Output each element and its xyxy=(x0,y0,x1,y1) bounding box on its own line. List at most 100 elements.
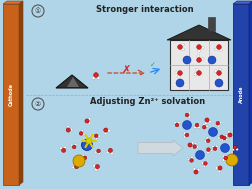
Circle shape xyxy=(81,158,83,160)
Circle shape xyxy=(217,71,221,75)
Circle shape xyxy=(174,122,176,124)
Circle shape xyxy=(184,132,186,134)
Circle shape xyxy=(196,150,205,160)
Circle shape xyxy=(210,149,212,152)
Circle shape xyxy=(232,149,234,151)
Polygon shape xyxy=(19,1,23,185)
Circle shape xyxy=(197,55,200,58)
Text: ①: ① xyxy=(35,8,41,14)
Circle shape xyxy=(198,49,200,52)
Polygon shape xyxy=(167,25,231,40)
Circle shape xyxy=(81,129,83,132)
Circle shape xyxy=(193,168,196,170)
Circle shape xyxy=(83,156,87,160)
Text: ✗: ✗ xyxy=(121,65,131,75)
Circle shape xyxy=(217,45,221,49)
Circle shape xyxy=(67,125,70,128)
Circle shape xyxy=(95,165,100,169)
Circle shape xyxy=(190,159,193,162)
Circle shape xyxy=(83,133,85,135)
Circle shape xyxy=(97,77,100,79)
Circle shape xyxy=(181,48,184,51)
Circle shape xyxy=(207,148,210,151)
Circle shape xyxy=(226,139,228,141)
Text: Adjusting Zn²⁺ solvation: Adjusting Zn²⁺ solvation xyxy=(90,98,206,106)
Circle shape xyxy=(178,122,180,124)
Circle shape xyxy=(95,151,97,153)
Circle shape xyxy=(85,119,89,123)
Circle shape xyxy=(175,123,179,127)
Circle shape xyxy=(215,167,218,169)
Circle shape xyxy=(222,155,225,157)
Circle shape xyxy=(188,116,191,118)
Circle shape xyxy=(72,145,76,149)
Circle shape xyxy=(191,142,194,144)
Circle shape xyxy=(177,75,180,78)
Polygon shape xyxy=(233,1,252,4)
Circle shape xyxy=(178,45,182,49)
Circle shape xyxy=(191,146,194,149)
Circle shape xyxy=(216,145,218,147)
Text: ✓: ✓ xyxy=(150,62,156,68)
Circle shape xyxy=(176,79,184,87)
Polygon shape xyxy=(67,77,79,87)
Circle shape xyxy=(212,146,214,148)
Circle shape xyxy=(213,147,217,150)
Circle shape xyxy=(185,113,189,117)
Circle shape xyxy=(204,140,206,143)
Circle shape xyxy=(220,135,224,139)
Circle shape xyxy=(185,133,189,137)
Circle shape xyxy=(203,123,205,125)
Circle shape xyxy=(75,143,77,146)
Circle shape xyxy=(178,71,182,75)
Circle shape xyxy=(208,128,217,136)
Circle shape xyxy=(188,112,191,114)
Circle shape xyxy=(216,121,219,125)
Circle shape xyxy=(184,136,186,138)
Circle shape xyxy=(196,68,199,71)
Circle shape xyxy=(219,122,222,124)
Circle shape xyxy=(206,137,208,139)
Circle shape xyxy=(82,154,84,157)
Circle shape xyxy=(223,136,226,140)
Circle shape xyxy=(218,170,221,173)
Circle shape xyxy=(194,143,197,145)
Circle shape xyxy=(74,162,76,165)
Circle shape xyxy=(194,170,198,174)
Circle shape xyxy=(106,151,109,154)
Circle shape xyxy=(194,126,196,128)
Polygon shape xyxy=(233,4,249,185)
Circle shape xyxy=(111,152,113,155)
Circle shape xyxy=(223,159,225,161)
Circle shape xyxy=(104,128,108,132)
Circle shape xyxy=(226,154,238,166)
Circle shape xyxy=(218,166,222,170)
Circle shape xyxy=(60,147,62,149)
Polygon shape xyxy=(3,4,19,185)
Circle shape xyxy=(202,125,206,129)
Circle shape xyxy=(228,133,232,137)
Text: Stronger interaction: Stronger interaction xyxy=(96,5,194,15)
Circle shape xyxy=(61,148,66,152)
Circle shape xyxy=(197,71,201,75)
Circle shape xyxy=(181,43,184,46)
Circle shape xyxy=(218,137,220,139)
Circle shape xyxy=(195,123,199,127)
Circle shape xyxy=(201,46,204,49)
Circle shape xyxy=(201,57,204,60)
Circle shape xyxy=(194,73,197,76)
Bar xyxy=(170,40,228,90)
Circle shape xyxy=(70,128,73,131)
Circle shape xyxy=(95,168,97,171)
Circle shape xyxy=(71,144,73,146)
Circle shape xyxy=(224,156,228,160)
Circle shape xyxy=(204,162,207,165)
Circle shape xyxy=(183,56,191,64)
Circle shape xyxy=(86,138,92,144)
Circle shape xyxy=(88,118,91,120)
Circle shape xyxy=(108,148,112,152)
Polygon shape xyxy=(249,1,252,185)
Circle shape xyxy=(205,118,209,122)
Polygon shape xyxy=(56,75,88,88)
Circle shape xyxy=(221,139,224,141)
